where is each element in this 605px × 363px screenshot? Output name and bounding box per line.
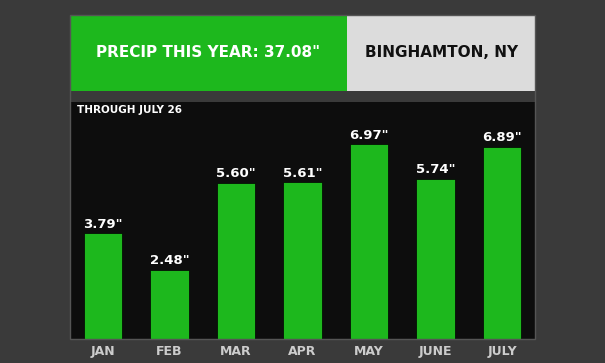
Bar	[347, 15, 535, 91]
Text: 6.97": 6.97"	[349, 129, 389, 142]
Text: PRECIP THIS YEAR: 37.08": PRECIP THIS YEAR: 37.08"	[96, 45, 320, 60]
Bar	[416, 179, 455, 339]
Text: 5.61": 5.61"	[283, 167, 322, 180]
Bar	[83, 233, 122, 339]
Bar	[350, 144, 388, 339]
Bar	[217, 183, 255, 339]
Bar	[483, 147, 522, 339]
Text: 2.48": 2.48"	[149, 254, 189, 267]
Bar	[283, 183, 322, 339]
Text: 3.79": 3.79"	[83, 217, 123, 231]
Text: THROUGH JULY 26: THROUGH JULY 26	[77, 105, 182, 115]
Bar	[70, 15, 347, 91]
Text: 6.89": 6.89"	[482, 131, 522, 144]
Text: 5.74": 5.74"	[416, 163, 456, 176]
Text: BINGHAMTON, NY: BINGHAMTON, NY	[365, 45, 518, 60]
Bar	[150, 270, 189, 339]
Text: 5.60": 5.60"	[216, 167, 256, 180]
